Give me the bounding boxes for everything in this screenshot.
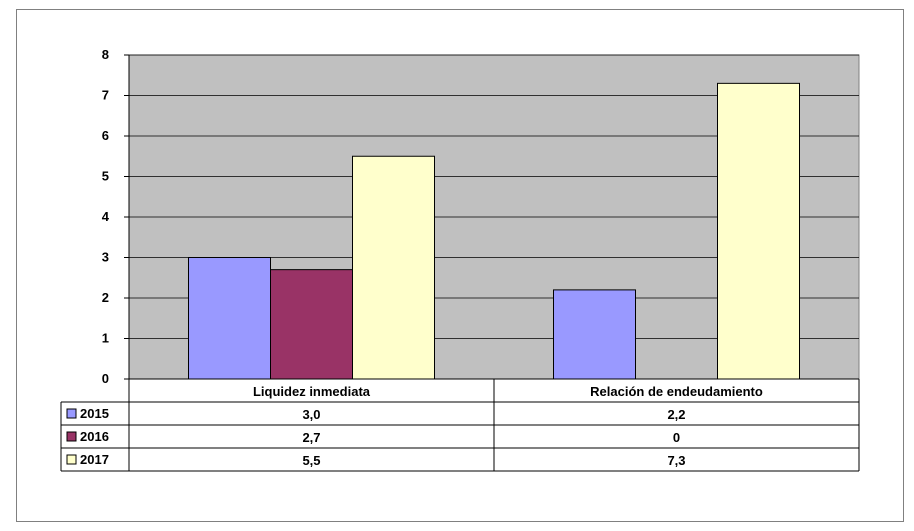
bar-2017-1	[352, 155, 435, 380]
data-label: 7,3	[667, 453, 685, 468]
legend-label-2015: 2015	[80, 406, 109, 421]
legend-key-2017	[66, 454, 77, 465]
y-tick-label: 3	[102, 250, 109, 265]
y-tick-label: 2	[102, 290, 109, 305]
legend-key-2015	[66, 408, 77, 419]
legend-label-2016: 2016	[80, 429, 109, 444]
category-label: Relación de endeudamiento	[590, 384, 763, 399]
y-tick-label: 7	[102, 88, 109, 103]
y-tick-label: 4	[102, 209, 110, 224]
data-label: 2,7	[302, 430, 320, 445]
y-tick-label: 5	[102, 169, 109, 184]
y-tick-label: 8	[102, 47, 109, 62]
data-label: 0	[673, 430, 680, 445]
legend-key-2016	[66, 431, 77, 442]
y-tick-label: 0	[102, 371, 109, 386]
bar-2017-2	[717, 82, 800, 380]
data-label: 3,0	[302, 407, 320, 422]
y-tick-label: 1	[102, 331, 109, 346]
data-label: 2,2	[667, 407, 685, 422]
data-label: 5,5	[302, 453, 320, 468]
bar-2015-2	[553, 289, 636, 380]
y-tick-label: 6	[102, 128, 109, 143]
bar-2015-1	[188, 257, 271, 380]
legend-label-2017: 2017	[80, 452, 109, 467]
bar-2016-1	[270, 269, 353, 380]
category-label: Liquidez inmediata	[253, 384, 371, 399]
